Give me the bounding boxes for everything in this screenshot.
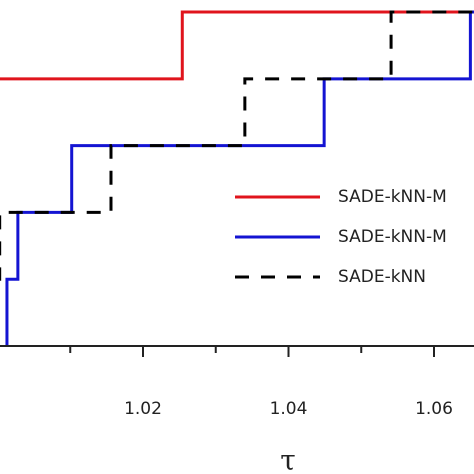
x-tick-label: 1.04 — [270, 399, 308, 419]
legend-label: SADE-kNN-M — [338, 227, 447, 247]
legend-label: SADE-kNN — [338, 267, 426, 287]
x-tick-label: 1.06 — [415, 399, 453, 419]
step-line — [5, 10, 474, 346]
step-line — [0, 10, 474, 281]
x-tick-label: 1.02 — [124, 399, 162, 419]
x-axis-label: τ — [280, 444, 296, 474]
step-line — [0, 10, 474, 81]
legend-label: SADE-kNN-M — [338, 187, 447, 207]
